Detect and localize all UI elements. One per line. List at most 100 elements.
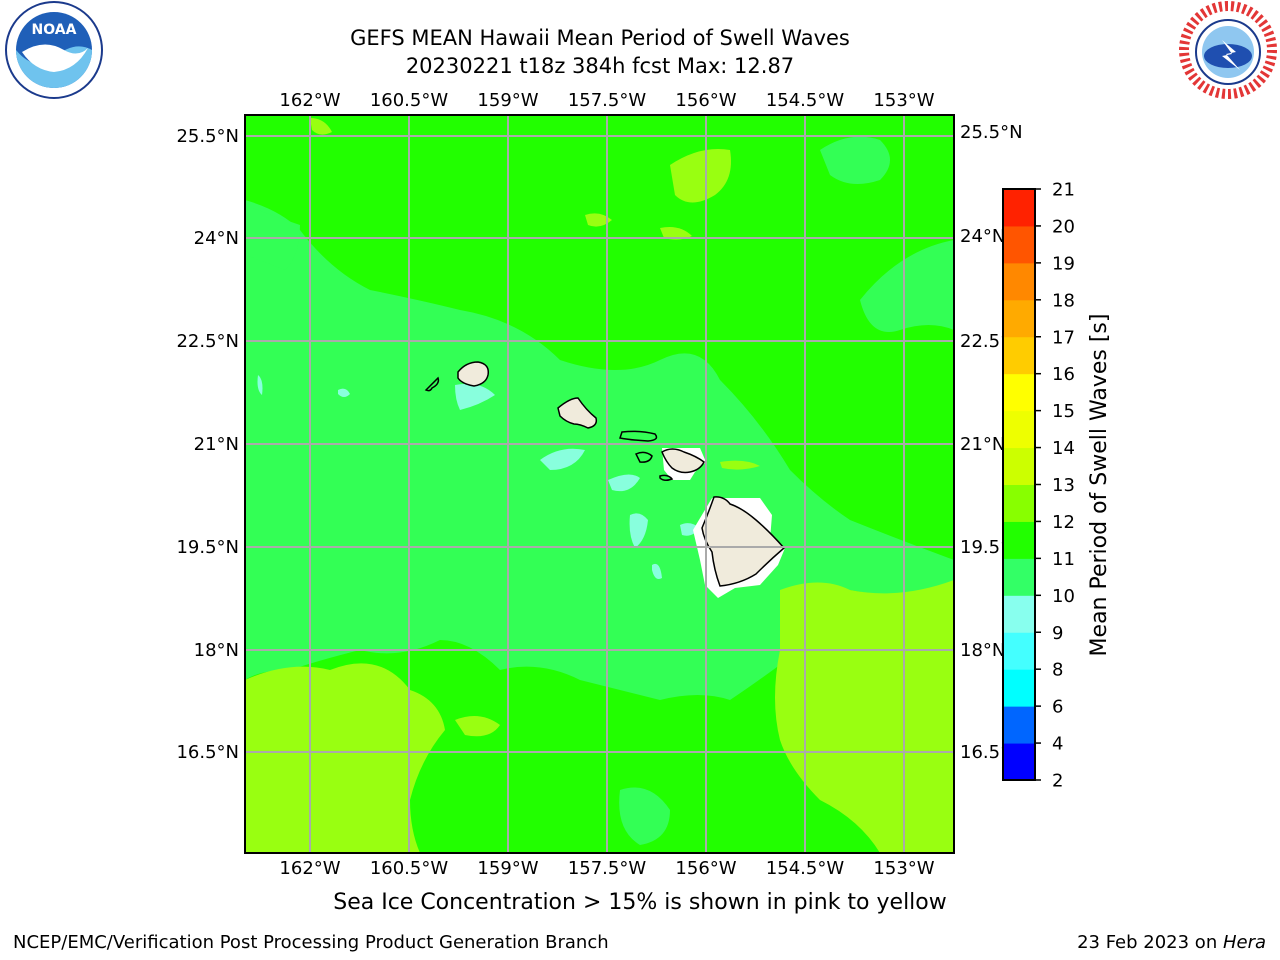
- map-frame: [244, 114, 955, 854]
- date-stamp: 23 Feb 2023 on Hera: [1077, 932, 1266, 953]
- colorbar-segment: [1003, 743, 1035, 781]
- colorbar-tick-label: 11: [1052, 549, 1075, 570]
- lat-label-right: 18°N: [960, 640, 1005, 661]
- date-text: 23 Feb 2023 on: [1077, 932, 1223, 953]
- colorbar-segment: [1003, 225, 1035, 264]
- land-maui: [661, 448, 705, 474]
- lon-label-top: 153°W: [873, 90, 934, 111]
- land-hawaii: [701, 496, 786, 587]
- colorbar-segment: [1003, 189, 1035, 227]
- period-12-13-small-1: [585, 213, 612, 227]
- period-12-13-small-3: [310, 118, 332, 135]
- colorbar-segment: [1003, 558, 1035, 596]
- colorbar-segment: [1003, 706, 1035, 744]
- colorbar-tick-label: 6: [1052, 697, 1063, 718]
- graticule: [245, 115, 954, 853]
- lat-label-left: 19.5°N: [176, 537, 239, 558]
- period-9-10-molokai: [608, 474, 640, 492]
- lon-label-top: 162°W: [279, 90, 340, 111]
- colorbar-tick-label: 13: [1052, 475, 1075, 496]
- colorbar-segment: [1003, 336, 1035, 375]
- lon-label-top: 156°W: [675, 90, 736, 111]
- machine-name: Hera: [1222, 932, 1266, 953]
- colorbar-segment: [1003, 669, 1035, 707]
- sea-ice-note: Sea Ice Concentration > 15% is shown in …: [333, 890, 947, 915]
- noaa-logo: NOAA: [5, 1, 103, 99]
- lat-label-left: 18°N: [194, 640, 239, 661]
- noaa-logo-text: NOAA: [32, 22, 77, 38]
- colorbar-segment: [1003, 262, 1035, 301]
- lon-labels-top: 162°W 160.5°W 159°W 157.5°W 156°W 154.5°…: [279, 90, 934, 111]
- lon-label-top: 159°W: [477, 90, 538, 111]
- lon-labels-bottom: 162°W 160.5°W 159°W 157.5°W 156°W 154.5°…: [279, 858, 934, 879]
- period-10-11-northeast: [860, 240, 954, 332]
- lon-label-bottom: 154.5°W: [766, 858, 845, 879]
- map-field: [245, 115, 954, 853]
- period-9-10-dot: [338, 388, 350, 397]
- colorbar-tick-label: 15: [1052, 401, 1075, 422]
- period-10-11-south-patch: [619, 787, 670, 845]
- land-lanai: [634, 451, 653, 463]
- lon-label-top: 154.5°W: [766, 90, 845, 111]
- colorbar-segment: [1003, 410, 1035, 449]
- lon-label-bottom: 159°W: [477, 858, 538, 879]
- lon-label-top: 160.5°W: [370, 90, 449, 111]
- colorbar-segment: [1003, 299, 1035, 338]
- colorbar-segment: [1003, 484, 1035, 522]
- period-12-13-southeast: [775, 580, 954, 853]
- colorbar-segment: [1003, 632, 1035, 670]
- lon-label-bottom: 160.5°W: [370, 858, 449, 879]
- period-9-10-far-west: [257, 375, 263, 395]
- national-weather-service-logo: [1179, 1, 1277, 99]
- land-kahoolawe: [659, 474, 674, 482]
- colorbar-tick-label: 14: [1052, 438, 1075, 459]
- colorbar-title: Mean Period of Swell Waves [s]: [1087, 314, 1112, 657]
- colorbar-tick-label: 19: [1052, 253, 1075, 274]
- land-oahu: [557, 397, 598, 429]
- lon-label-bottom: 162°W: [279, 858, 340, 879]
- lon-label-bottom: 156°W: [675, 858, 736, 879]
- colorbar-tick-label: 17: [1052, 327, 1075, 348]
- period-10-11-region: [245, 200, 954, 700]
- period-9-10-channel: [629, 513, 648, 548]
- lat-label-left: 24°N: [194, 228, 239, 249]
- lon-label-bottom: 153°W: [873, 858, 934, 879]
- lat-label-right: 24°N: [960, 226, 1005, 247]
- land-kauai: [457, 361, 490, 387]
- period-10-11-north: [820, 136, 890, 184]
- colorbar-tick-label: 2: [1052, 771, 1063, 792]
- period-12-13-north-patch: [670, 149, 731, 203]
- land-molokai: [619, 430, 658, 442]
- lat-label-left: 21°N: [194, 434, 239, 455]
- lat-label-left: 25.5°N: [176, 126, 239, 147]
- lat-label-right: 21°N: [960, 434, 1005, 455]
- period-12-13-small-5: [455, 716, 500, 737]
- colorbar-tick-label: 12: [1052, 512, 1075, 533]
- lat-labels-left: 25.5°N 24°N 22.5°N 21°N 19.5°N 18°N 16.5…: [176, 126, 239, 763]
- colorbar-tick-label: 16: [1052, 364, 1075, 385]
- period-9-10-small: [652, 563, 662, 579]
- colorbar-segment: [1003, 447, 1035, 485]
- colorbar: 2 4 6 8 9 10 11 12 13 14 15 16 17 18 19 20 21 Mean Perio…: [1002, 180, 1112, 792]
- colorbar-tick-label: 21: [1052, 180, 1075, 201]
- lat-label-left: 16.5°N: [176, 742, 239, 763]
- colorbar-tick-label: 9: [1052, 623, 1063, 644]
- chart-subtitle: 20230221 t18z 384h fcst Max: 12.87: [405, 54, 795, 78]
- land-niihau: [424, 376, 440, 392]
- lon-label-top: 157.5°W: [568, 90, 647, 111]
- chart-title: GEFS MEAN Hawaii Mean Period of Swell Wa…: [350, 26, 850, 50]
- period-12-13-southwest: [245, 663, 445, 853]
- colorbar-tick-label: 18: [1052, 290, 1075, 311]
- period-12-13-small-4: [720, 460, 760, 470]
- colorbar-tick-label: 20: [1052, 216, 1075, 237]
- colorbar-segment: [1003, 521, 1035, 559]
- period-9-10-oahu: [540, 448, 585, 470]
- colorbar-tick-label: 10: [1052, 586, 1075, 607]
- colorbar-segment: [1003, 373, 1035, 412]
- lat-label-right: 25.5°N: [960, 122, 1023, 143]
- colorbar-segment: [1003, 595, 1035, 633]
- period-12-13-small-2: [660, 227, 692, 240]
- colorbar-tick-label: 8: [1052, 660, 1063, 681]
- lat-label-left: 22.5°N: [176, 331, 239, 352]
